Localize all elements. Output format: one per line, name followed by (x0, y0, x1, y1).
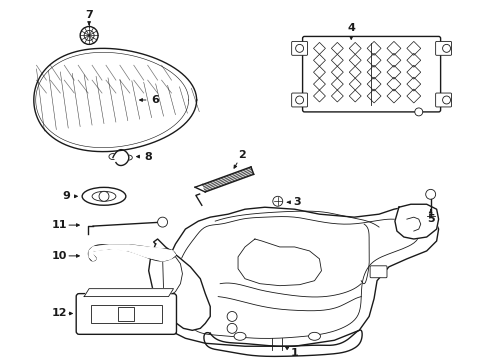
Circle shape (295, 96, 303, 104)
Text: 7: 7 (85, 10, 93, 19)
Circle shape (99, 192, 109, 201)
Text: 10: 10 (52, 251, 67, 261)
Circle shape (80, 27, 98, 44)
Polygon shape (89, 245, 175, 261)
Ellipse shape (234, 332, 245, 340)
Ellipse shape (82, 187, 125, 205)
Text: 8: 8 (144, 152, 152, 162)
Circle shape (442, 44, 449, 52)
Text: 12: 12 (51, 309, 67, 319)
Text: 3: 3 (293, 197, 301, 207)
Circle shape (272, 196, 282, 206)
Text: 5: 5 (426, 214, 434, 224)
Ellipse shape (308, 332, 320, 340)
Circle shape (226, 323, 237, 333)
Circle shape (84, 31, 94, 40)
FancyBboxPatch shape (291, 41, 307, 55)
Text: 1: 1 (290, 348, 298, 358)
Polygon shape (118, 306, 134, 321)
Text: 4: 4 (346, 23, 354, 33)
FancyBboxPatch shape (369, 266, 386, 278)
FancyBboxPatch shape (435, 93, 450, 107)
Polygon shape (84, 289, 173, 297)
FancyBboxPatch shape (302, 36, 440, 112)
FancyBboxPatch shape (76, 294, 176, 334)
Circle shape (157, 217, 167, 227)
Circle shape (425, 189, 435, 199)
Circle shape (442, 96, 449, 104)
Ellipse shape (92, 192, 116, 201)
FancyBboxPatch shape (435, 41, 450, 55)
Polygon shape (394, 204, 438, 239)
Polygon shape (34, 48, 196, 152)
Polygon shape (148, 239, 210, 330)
Text: 6: 6 (151, 95, 159, 105)
Circle shape (295, 44, 303, 52)
Polygon shape (205, 330, 361, 356)
Text: 9: 9 (62, 191, 70, 201)
Circle shape (226, 311, 237, 321)
FancyBboxPatch shape (291, 93, 307, 107)
Text: 2: 2 (238, 150, 245, 159)
Circle shape (414, 108, 422, 116)
Polygon shape (163, 207, 438, 346)
Polygon shape (91, 305, 161, 323)
Text: 11: 11 (51, 220, 67, 230)
